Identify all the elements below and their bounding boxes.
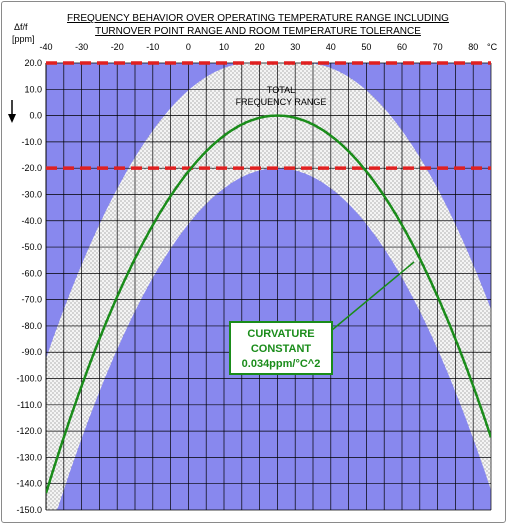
y-tick-label: -150.0	[16, 505, 42, 515]
y-tick-label: -120.0	[16, 426, 42, 436]
curvature-label-line1: CURVATURE	[247, 328, 314, 340]
total-range-label-line2: FREQUENCY RANGE	[236, 97, 327, 107]
y-tick-label: -20.0	[21, 163, 42, 173]
y-tick-label: -70.0	[21, 295, 42, 305]
x-tick-label: 50	[361, 42, 371, 52]
curvature-label-line2: CONSTANT	[251, 343, 312, 355]
x-tick-label: 80	[468, 42, 478, 52]
chart-title-line2: TURNOVER POINT RANGE AND ROOM TEMPERATUR…	[95, 26, 421, 37]
y-axis-label-line1: Δf/f	[14, 22, 28, 32]
y-tick-label: -130.0	[16, 452, 42, 462]
y-tick-label: -80.0	[21, 321, 42, 331]
y-tick-label: -60.0	[21, 268, 42, 278]
x-tick-label: -30	[75, 42, 88, 52]
x-axis-unit: °C	[487, 42, 498, 52]
y-tick-label: -10.0	[21, 137, 42, 147]
total-frequency-range-band	[46, 63, 491, 510]
y-tick-label: 10.0	[24, 84, 42, 94]
y-tick-label: -100.0	[16, 374, 42, 384]
curvature-annotation-box: CURVATURE CONSTANT 0.034ppm/°C^2	[229, 321, 333, 375]
x-tick-label: -40	[39, 42, 52, 52]
y-axis-down-arrow-icon	[8, 100, 16, 123]
x-tick-label: 40	[326, 42, 336, 52]
y-tick-label: -50.0	[21, 242, 42, 252]
x-tick-label: 0	[186, 42, 191, 52]
x-tick-label: 10	[219, 42, 229, 52]
total-range-label-line1: TOTAL	[267, 85, 295, 95]
curvature-label-line3: 0.034ppm/°C^2	[242, 358, 321, 370]
x-tick-label: -20	[111, 42, 124, 52]
x-tick-label: 70	[433, 42, 443, 52]
y-tick-label: 20.0	[24, 58, 42, 68]
x-tick-label: 20	[255, 42, 265, 52]
nominal-frequency-curve	[46, 114, 491, 494]
axis-tick-labels: -40 -30 -20 -10 0 10 20 30 40 50 60 70 80 20.0 10.0 0.0…	[16, 42, 478, 515]
y-tick-label: 0.0	[29, 111, 42, 121]
x-tick-label: -10	[146, 42, 159, 52]
x-tick-label: 60	[397, 42, 407, 52]
tolerance-lines	[46, 61, 491, 170]
y-tick-label: -30.0	[21, 189, 42, 199]
y-tick-label: -40.0	[21, 216, 42, 226]
chart-title-line1: FREQUENCY BEHAVIOR OVER OPERATING TEMPER…	[67, 13, 449, 24]
curvature-callout-line	[331, 261, 415, 331]
y-tick-label: -110.0	[17, 400, 42, 410]
y-axis-label-line2: [ppm]	[12, 34, 35, 44]
y-tick-label: -140.0	[16, 479, 42, 489]
x-tick-label: 30	[290, 42, 300, 52]
y-tick-label: -90.0	[21, 347, 42, 357]
